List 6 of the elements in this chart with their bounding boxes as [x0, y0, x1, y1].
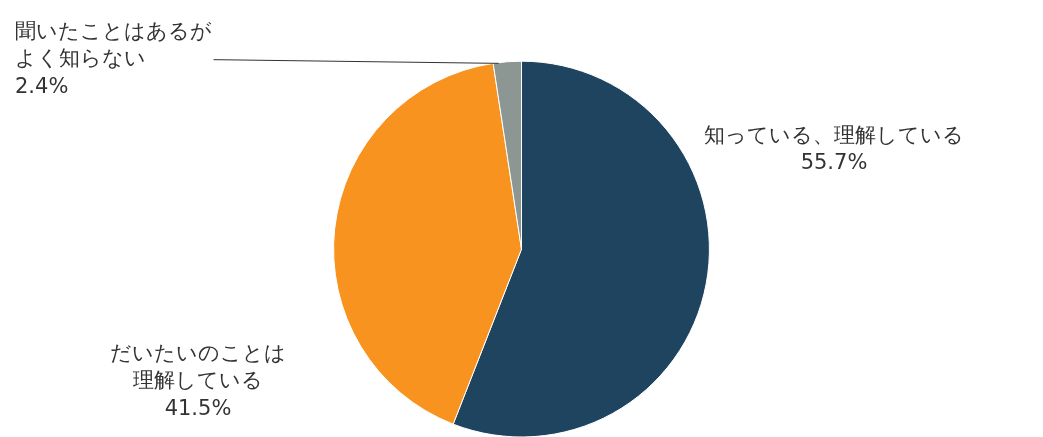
data-label: 2.4% — [15, 73, 69, 98]
data-label: 55.7% — [800, 150, 868, 175]
slice-label: だいたいのことは理解している — [110, 341, 286, 393]
slice-label: 知っている、理解している — [704, 123, 964, 147]
data-label: 41.5% — [164, 395, 232, 420]
slice-label: 聞いたことはあるがよく知らない — [15, 19, 212, 71]
